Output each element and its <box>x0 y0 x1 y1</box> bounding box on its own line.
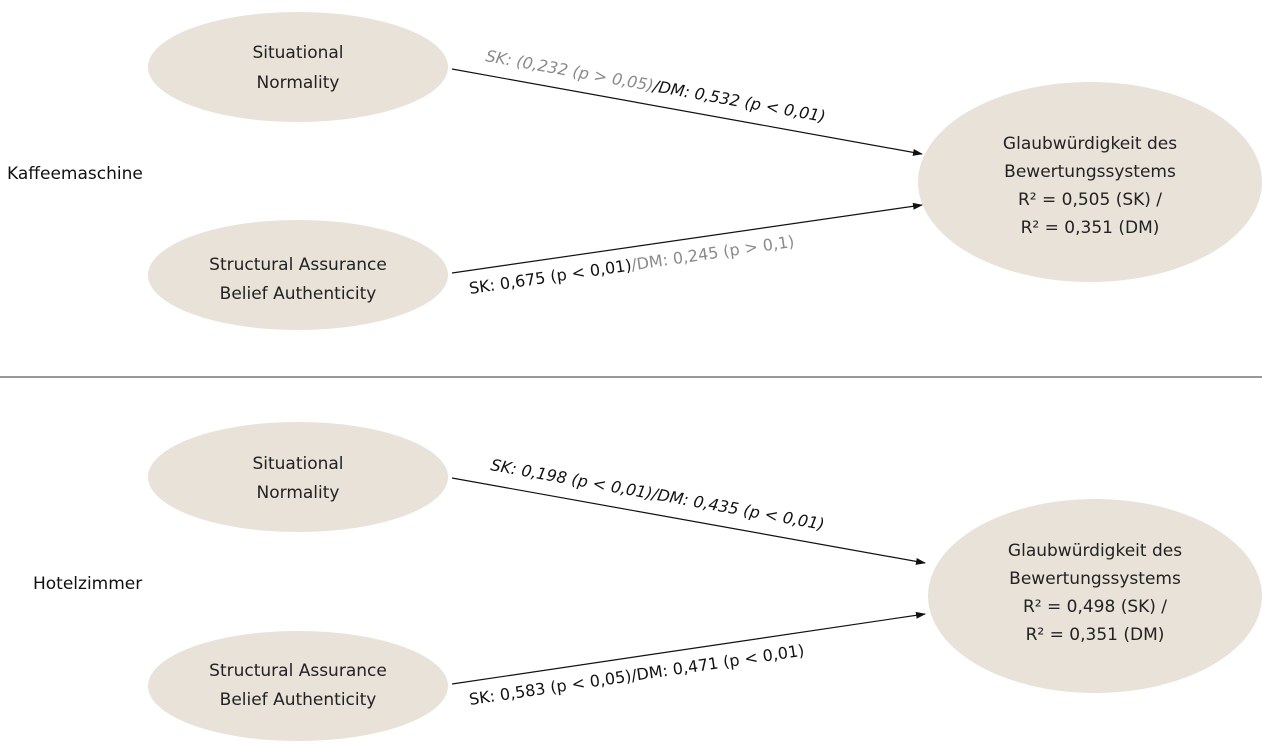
node-label-line: Situational <box>252 43 343 63</box>
coef-dm: /DM: 0,435 (p < 0,01) <box>649 484 826 534</box>
edge-label-sn: SK: (0,232 (p > 0,05)/DM: 0,532 (p < 0,0… <box>484 46 827 126</box>
edge-sn-to-target <box>451 477 926 565</box>
node-label-line: R² = 0,498 (SK) / <box>1023 597 1167 617</box>
group-label-hotelzimmer: Hotelzimmer <box>33 574 142 594</box>
group-label-kaffeemaschine: Kaffeemaschine <box>7 164 143 184</box>
diagram-hotelzimmer: Hotelzimmer Situational Normality Struct… <box>33 422 1262 741</box>
coef-sk: SK: 0,675 (p < 0,01) <box>468 256 633 298</box>
node-label-line: R² = 0,351 (DM) <box>1021 218 1160 238</box>
node-label-line: Belief Authenticity <box>220 284 377 304</box>
edge-label-sn: SK: 0,198 (p < 0,01)/DM: 0,435 (p < 0,01… <box>489 455 826 534</box>
node-label-line: Bewertungssystems <box>1009 569 1181 589</box>
node-label-line: Belief Authenticity <box>220 690 377 710</box>
node-label-line: Normality <box>257 483 340 503</box>
coef-dm: /DM: 0,532 (p < 0,01) <box>650 76 827 126</box>
node-label-line: Structural Assurance <box>209 255 387 275</box>
node-label-line: Situational <box>252 454 343 474</box>
node-label-line: Bewertungssystems <box>1004 162 1176 182</box>
node-glaubwuerdigkeit: Glaubwürdigkeit des Bewertungssystems R²… <box>928 499 1262 693</box>
node-label-line: Normality <box>257 73 340 93</box>
coef-sk: SK: 0,198 (p < 0,01) <box>489 455 654 503</box>
edge-sn-to-target <box>451 68 923 156</box>
coef-sk: SK: 0,583 (p < 0,05) <box>468 666 633 709</box>
edge-label-sa: SK: 0,675 (p < 0,01)/DM: 0,245 (p > 0,1) <box>468 232 796 298</box>
node-glaubwuerdigkeit: Glaubwürdigkeit des Bewertungssystems R²… <box>918 82 1262 282</box>
coef-sk: SK: (0,232 (p > 0,05) <box>484 46 655 95</box>
node-structural-assurance: Structural Assurance Belief Authenticity <box>148 631 448 741</box>
edge-sa-to-target <box>451 611 926 685</box>
node-label-line: R² = 0,505 (SK) / <box>1018 190 1162 210</box>
node-structural-assurance: Structural Assurance Belief Authenticity <box>148 220 448 330</box>
node-situational-normality: Situational Normality <box>148 12 448 122</box>
node-situational-normality: Situational Normality <box>148 422 448 532</box>
coef-dm: /DM: 0,471 (p < 0,01) <box>630 641 806 685</box>
node-label-line: Glaubwürdigkeit des <box>1008 541 1182 561</box>
node-label-line: Glaubwürdigkeit des <box>1003 134 1177 154</box>
node-label-line: Structural Assurance <box>209 661 387 681</box>
diagram-kaffeemaschine: Kaffeemaschine Situational Normality Str… <box>7 12 1262 330</box>
node-label-line: R² = 0,351 (DM) <box>1026 625 1165 645</box>
edge-label-sa: SK: 0,583 (p < 0,05)/DM: 0,471 (p < 0,01… <box>468 641 806 709</box>
edge-sa-to-target <box>451 202 923 274</box>
coef-dm: /DM: 0,245 (p > 0,1) <box>630 232 796 275</box>
